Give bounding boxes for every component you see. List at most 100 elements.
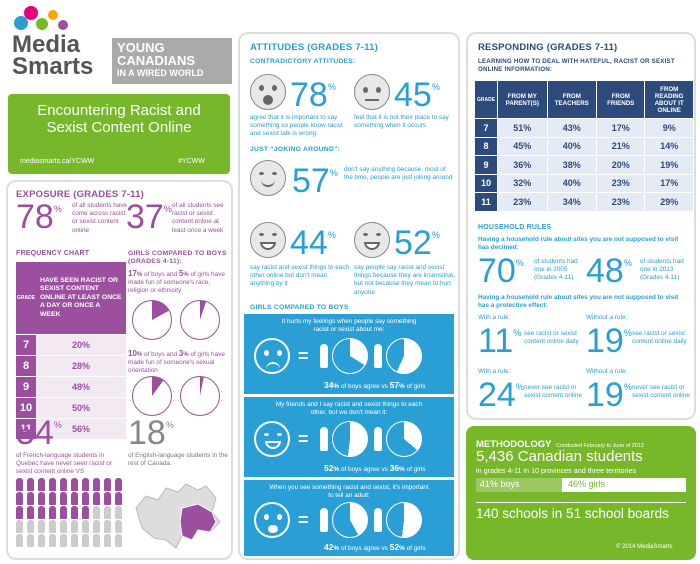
title-box: Encountering Racist and Sexist Content O… <box>8 94 230 174</box>
person-icon <box>374 508 382 532</box>
stat-37: 37% <box>126 198 172 236</box>
page-title: Encountering Racist and Sexist Content O… <box>37 102 201 136</box>
responding-panel: RESPONDING (GRADES 7-11) LEARNING HOW TO… <box>466 32 696 420</box>
person-icon <box>374 344 382 368</box>
person-icon <box>38 478 45 491</box>
person-icon <box>320 427 328 451</box>
girls-stat2-text: 10% of boys and 3% of girls have made fu… <box>128 349 225 375</box>
person-icon <box>49 506 56 519</box>
table-row: 7 20% <box>16 334 126 356</box>
person-icon <box>93 534 100 547</box>
freq-col-label: HAVE SEEN RACIST OR SEXIST CONTENT ONLIN… <box>36 262 126 335</box>
person-icon <box>71 478 78 491</box>
person-icon <box>27 520 34 533</box>
att-stat-44: 44% <box>290 224 336 262</box>
person-icon <box>104 478 111 491</box>
person-icon <box>27 478 34 491</box>
pie-boys-race <box>132 300 172 340</box>
person-icon <box>49 534 56 547</box>
att-stat-57: 57% <box>292 162 338 200</box>
person-icon <box>60 520 67 533</box>
rule-stat-19b: 19% <box>586 376 632 414</box>
mischievous-face-icon <box>354 222 390 258</box>
person-icon <box>71 534 78 547</box>
stat-78: 78% <box>16 198 62 236</box>
person-icon <box>16 520 23 533</box>
person-icon <box>374 427 382 451</box>
person-icon <box>60 534 67 547</box>
pie-girls-race <box>180 300 220 340</box>
responding-heading: RESPONDING (GRADES 7-11) <box>478 42 618 53</box>
url-link[interactable]: mediasmarts.ca/YCWW <box>20 158 95 165</box>
table-row: 11 56% <box>16 418 126 440</box>
exposure-panel: EXPOSURE (GRADES 7-11) 78% of all studen… <box>6 180 233 560</box>
pie-boys-adult <box>332 502 368 538</box>
rule-stat-11-text: see racist or sexist content online dail… <box>524 330 579 346</box>
talking-face-icon <box>254 502 290 538</box>
person-icon <box>27 534 34 547</box>
att-stat-57-text: don't say anything because, most of the … <box>344 166 453 182</box>
rule-stat-19b-text: never see racist or sexist content onlin… <box>632 384 690 400</box>
col-header: FROM MY PARENT(S) <box>497 80 548 119</box>
person-icon <box>60 506 67 519</box>
person-icon <box>93 492 100 505</box>
logo-line1: Media <box>12 31 81 58</box>
person-icon <box>104 492 111 505</box>
person-icon <box>71 492 78 505</box>
person-icon <box>104 534 111 547</box>
attitudes-heading: ATTITUDES (GRADES 7-11) <box>250 42 378 53</box>
col-header: FROM FRIENDS <box>596 80 646 119</box>
rule-stat-24: 24% <box>478 376 524 414</box>
hashtag: #YCWW <box>178 158 205 165</box>
person-icon <box>82 506 89 519</box>
rule-stat-11: 11% <box>478 322 522 360</box>
person-icon <box>104 506 111 519</box>
pie-boys-orientation <box>132 376 172 416</box>
copyright: © 2014 MediaSmarts <box>616 544 673 550</box>
rule-stat-48-text: of students had one in 2013 (Grades 4-11… <box>640 258 684 282</box>
table-row: 8 28% <box>16 355 126 377</box>
logo: Media Smarts YOUNG CANADIANS IN A WIRED … <box>6 4 232 84</box>
shouting-face-icon <box>250 74 286 110</box>
person-icon <box>93 478 100 491</box>
neutral-face-icon <box>354 74 390 110</box>
exposure-heading: EXPOSURE (GRADES 7-11) <box>16 189 144 200</box>
person-icon <box>93 506 100 519</box>
person-icon <box>115 478 122 491</box>
household-rules-heading: HOUSEHOLD RULES <box>478 224 552 231</box>
stat-54-text: of French-language students in Quebec ha… <box>16 452 112 476</box>
girls-stat1-text: 17% of boys and 5% of girls have made fu… <box>128 269 225 295</box>
person-icon <box>71 520 78 533</box>
compare-adult: When you see something racist and sexist… <box>244 480 454 556</box>
person-icon <box>71 506 78 519</box>
table-row: 9 48% <box>16 376 126 398</box>
without-rule-label-1: Without a rule: <box>586 314 628 321</box>
person-icon <box>38 492 45 505</box>
person-icon <box>49 520 56 533</box>
compare-hurt: It hurts my feelings when people say som… <box>244 314 454 394</box>
person-icon <box>60 492 67 505</box>
person-icon <box>82 520 89 533</box>
gender-bar-boys <box>476 478 562 492</box>
stat-18: 18% <box>128 414 174 452</box>
stat-78-text: of all students have come across racist … <box>72 202 128 234</box>
person-icon <box>115 506 122 519</box>
person-icon <box>93 520 100 533</box>
person-icon <box>16 492 23 505</box>
col-header: FROM TEACHERS <box>546 80 598 119</box>
person-icon <box>38 520 45 533</box>
table-row: 10 50% <box>16 397 126 419</box>
rule-stat-19a: 19% <box>586 322 632 360</box>
responding-table: GRADE FROM MY PARENT(S) FROM TEACHERS FR… <box>473 80 694 212</box>
att-stat-78: 78% <box>290 76 336 114</box>
rules-q2: Having a household rule about sites you … <box>478 294 679 310</box>
people-grid <box>16 478 126 550</box>
att-stat-52: 52% <box>394 224 440 262</box>
person-icon <box>320 344 328 368</box>
pie-girls-joke <box>386 421 422 457</box>
gender-bar-girls <box>562 478 659 492</box>
with-rule-label-2: With a rule: <box>478 368 511 375</box>
joking-heading: JUST “JOKING AROUND”: <box>250 146 341 153</box>
person-icon <box>115 534 122 547</box>
att-stat-52-text: say people say racist and sexist things … <box>354 264 456 296</box>
